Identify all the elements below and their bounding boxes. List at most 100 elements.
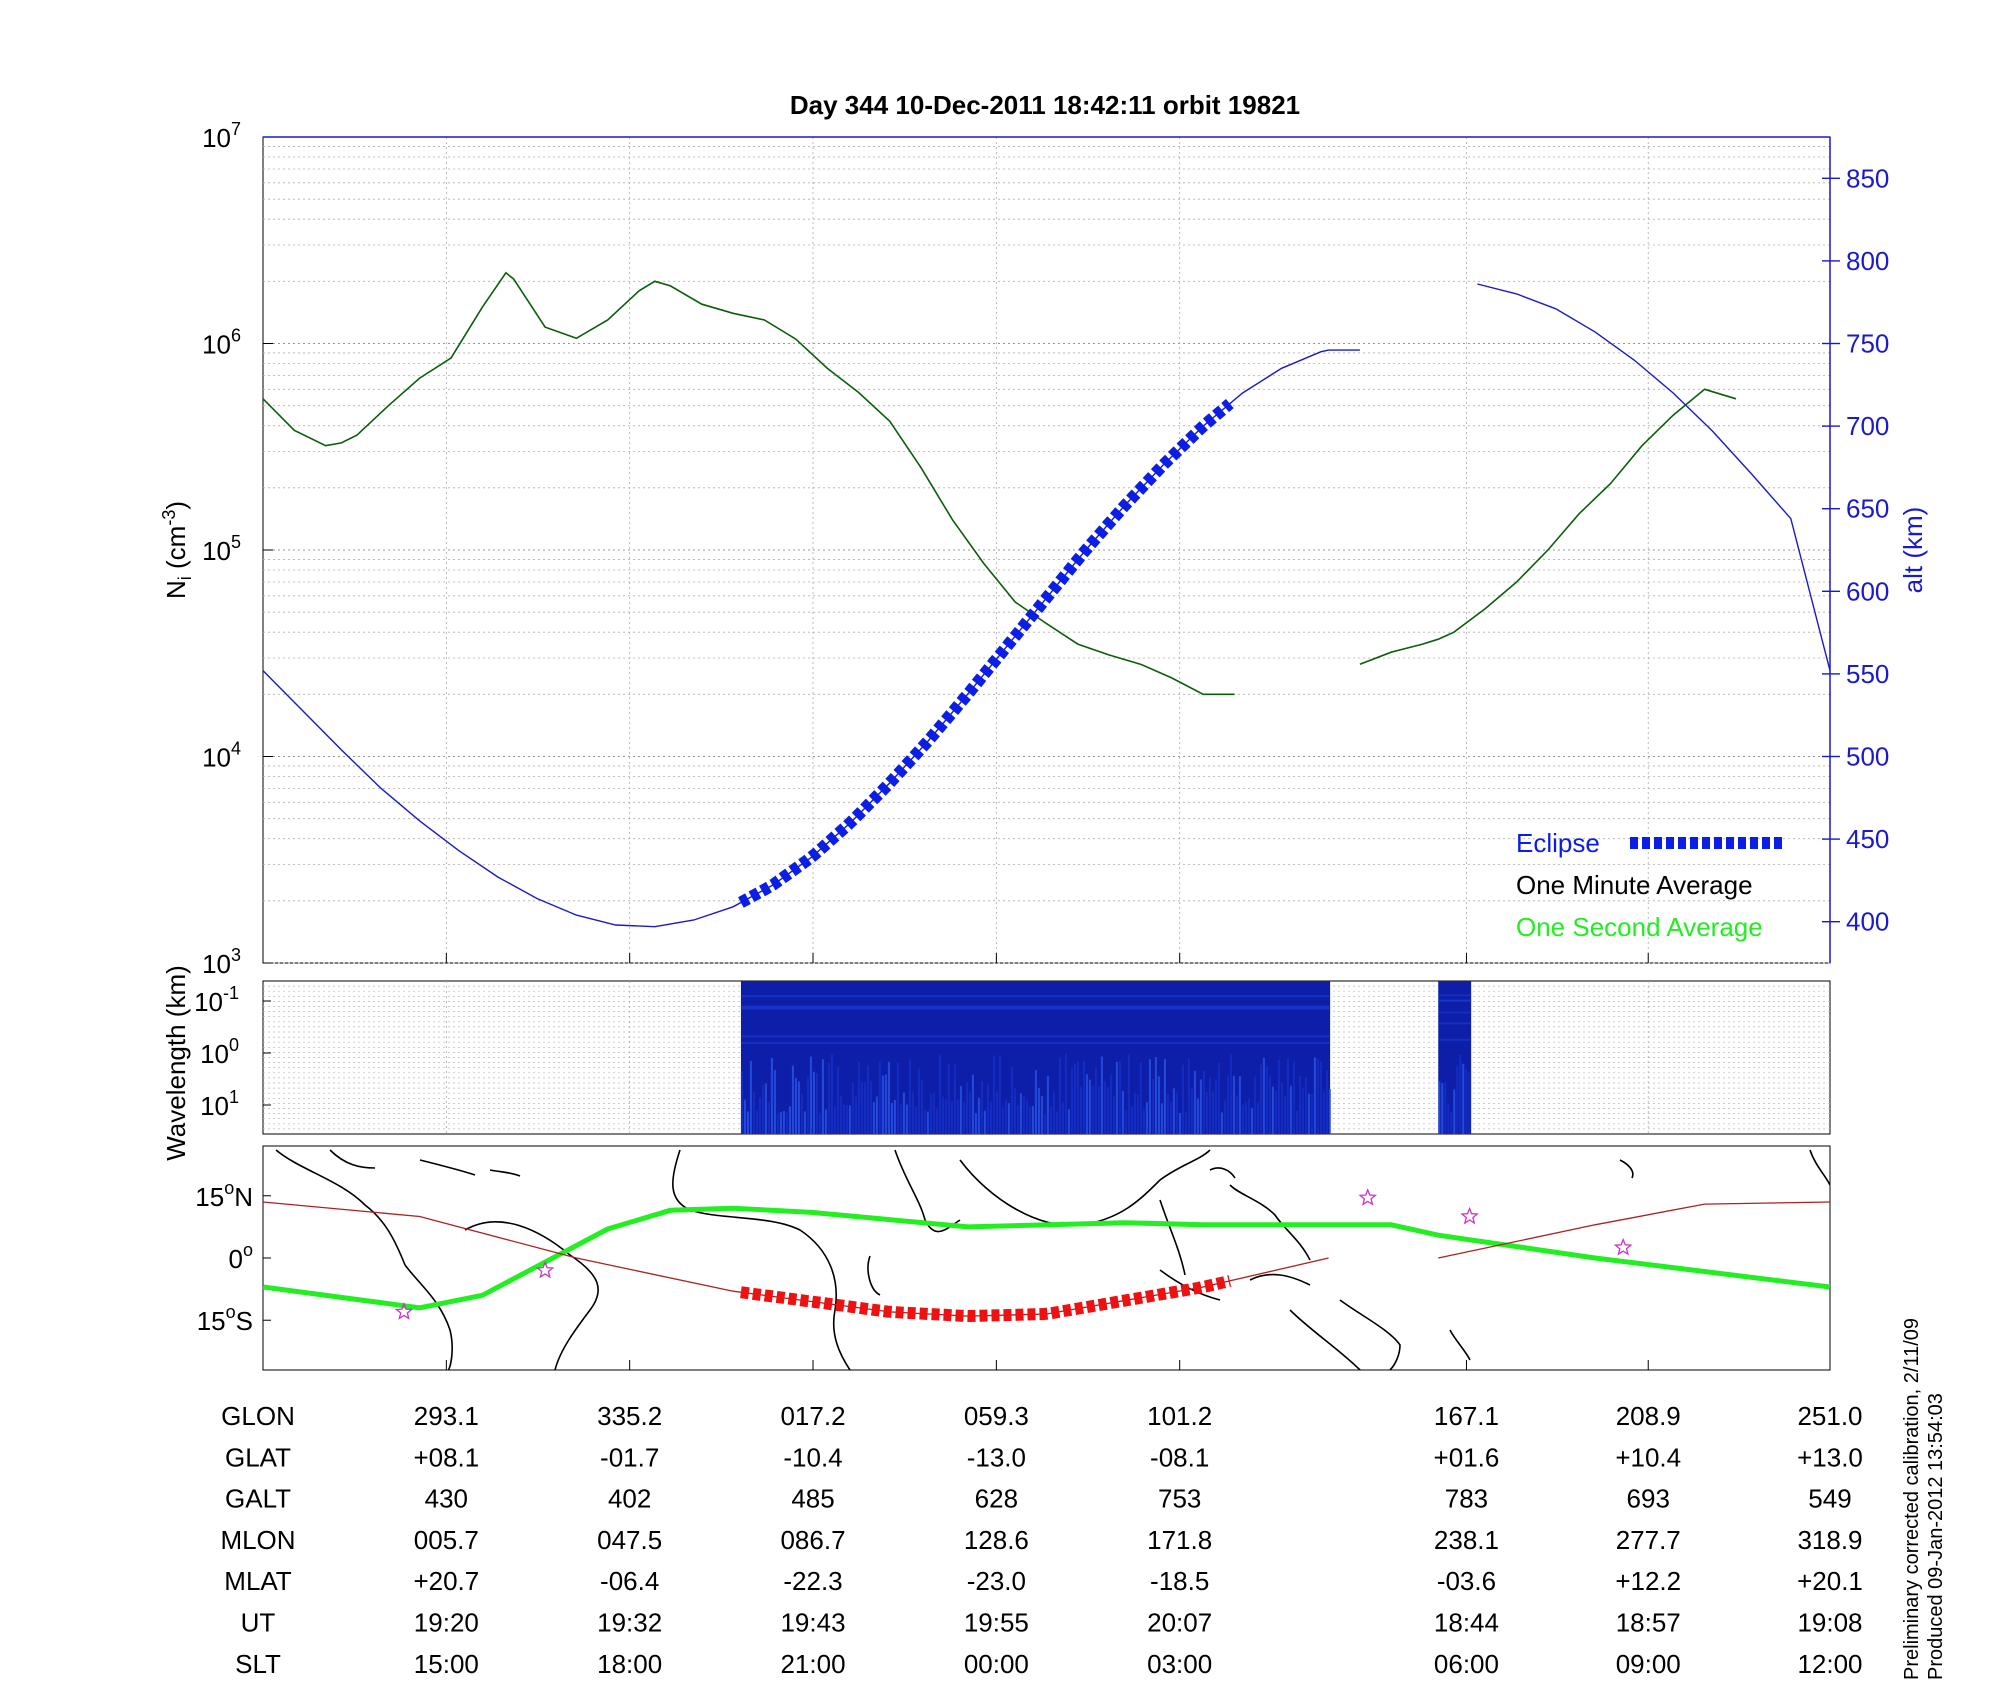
spectrogram-column bbox=[1130, 1106, 1133, 1134]
altitude-tick-label: 400 bbox=[1846, 907, 1889, 937]
spectrogram-column bbox=[1178, 1113, 1181, 1134]
legend: Eclipse One Minute Average One Second Av… bbox=[1516, 828, 1782, 942]
degree-sign: o bbox=[243, 1240, 253, 1260]
lat-tick-label: 15oS bbox=[197, 1302, 253, 1336]
spectrogram-column bbox=[917, 1068, 920, 1134]
spectrogram-column bbox=[1238, 1076, 1241, 1134]
spectrogram-column bbox=[1157, 1076, 1160, 1134]
spectrogram-column bbox=[914, 1106, 917, 1134]
spectrogram-column bbox=[947, 1063, 950, 1134]
spectrogram-column bbox=[1277, 1059, 1280, 1134]
spectrogram-band bbox=[740, 1041, 1331, 1044]
table-cell: 12:00 bbox=[1797, 1649, 1862, 1679]
spectrogram-column bbox=[836, 1067, 839, 1134]
star-marker bbox=[1460, 1206, 1479, 1225]
table-cell: 171.8 bbox=[1147, 1525, 1212, 1555]
table-cell: 549 bbox=[1808, 1484, 1851, 1514]
spectrogram-column bbox=[1280, 1082, 1283, 1134]
spectrogram-column bbox=[1070, 1067, 1073, 1134]
spectrogram-column bbox=[1450, 1112, 1453, 1134]
spectrogram-column bbox=[1325, 1070, 1328, 1134]
spectrogram-column bbox=[956, 1099, 959, 1134]
table-cell: 19:32 bbox=[597, 1608, 662, 1638]
altitude-tick-label: 550 bbox=[1846, 659, 1889, 689]
spectrogram-column bbox=[1181, 1064, 1184, 1134]
tick-base: 10 bbox=[202, 743, 231, 773]
spectrogram-column bbox=[866, 1065, 869, 1134]
table-cell: +10.4 bbox=[1615, 1442, 1681, 1472]
tick-base: 10 bbox=[200, 1091, 229, 1121]
spectrogram-column bbox=[833, 1106, 836, 1134]
spectrogram-column bbox=[1298, 1076, 1301, 1134]
table-cell: 318.9 bbox=[1797, 1525, 1862, 1555]
spectrogram-column bbox=[884, 1074, 887, 1134]
spectrogram-column bbox=[1322, 1091, 1325, 1134]
spectrogram-column bbox=[974, 1113, 977, 1134]
y-tick-label: 107 bbox=[202, 119, 241, 153]
spectrogram-column bbox=[1187, 1058, 1190, 1134]
spectrogram-column bbox=[1094, 1067, 1097, 1134]
spectrogram-column bbox=[848, 1105, 851, 1134]
lat-value: 15 bbox=[197, 1306, 226, 1336]
spectrogram-column bbox=[1208, 1077, 1211, 1134]
spectrogram-column bbox=[980, 1080, 983, 1134]
altitude-tick-label: 450 bbox=[1846, 824, 1889, 854]
legend-second-average: One Second Average bbox=[1516, 912, 1763, 942]
spectrogram-column bbox=[1235, 1095, 1238, 1134]
table-cell: 208.9 bbox=[1616, 1401, 1681, 1431]
wavelength-grid bbox=[263, 981, 1830, 1134]
spectrogram-column bbox=[785, 1112, 788, 1134]
spectrogram-column bbox=[1175, 1092, 1178, 1134]
spectrogram-column bbox=[854, 1096, 857, 1134]
spectrogram-column bbox=[1459, 1054, 1462, 1134]
spectrogram-column bbox=[1106, 1087, 1109, 1134]
altitude-tick-label: 800 bbox=[1846, 246, 1889, 276]
spectrogram-column bbox=[806, 1076, 809, 1134]
spectrogram-column bbox=[1124, 1110, 1127, 1134]
table-cell: 251.0 bbox=[1797, 1401, 1862, 1431]
spectrogram-column bbox=[1058, 1057, 1061, 1134]
degree-sign: o bbox=[226, 1302, 236, 1322]
table-cell: 03:00 bbox=[1147, 1649, 1212, 1679]
spectrogram-column bbox=[1091, 1085, 1094, 1134]
spectrogram-column bbox=[962, 1102, 965, 1134]
table-row-label: UT bbox=[241, 1608, 276, 1638]
spectrogram-column bbox=[1088, 1079, 1091, 1134]
table-cell: 19:43 bbox=[780, 1608, 845, 1638]
spectrogram-column bbox=[749, 1060, 752, 1134]
spectrogram-column bbox=[941, 1096, 944, 1134]
spectrogram-column bbox=[1241, 1104, 1244, 1134]
spectrogram-column bbox=[890, 1103, 893, 1134]
spectrogram-column bbox=[1456, 1066, 1459, 1134]
spectrogram-column bbox=[851, 1082, 854, 1134]
table-cell: 19:20 bbox=[414, 1608, 479, 1638]
spectrogram-column bbox=[1205, 1091, 1208, 1134]
spectrogram-column bbox=[953, 1063, 956, 1134]
spectrogram-column bbox=[1271, 1086, 1274, 1134]
spectrogram-column bbox=[869, 1081, 872, 1134]
table-cell: -08.1 bbox=[1150, 1442, 1209, 1472]
spectrogram-column bbox=[923, 1109, 926, 1134]
spectrogram-column bbox=[1166, 1094, 1169, 1134]
spectrogram-column bbox=[1307, 1093, 1310, 1134]
magnetic-equator-line bbox=[263, 1205, 1830, 1311]
spectrogram-column bbox=[896, 1062, 899, 1134]
table-cell: 20:07 bbox=[1147, 1608, 1212, 1638]
star-marker bbox=[1613, 1237, 1633, 1256]
spectrogram-column bbox=[989, 1101, 992, 1134]
y-tick-label: 104 bbox=[202, 739, 241, 773]
spectrogram-column bbox=[812, 1071, 815, 1134]
spectrogram-band bbox=[1438, 1011, 1472, 1014]
spectrogram-column bbox=[830, 1054, 833, 1134]
spectrogram-column bbox=[1109, 1075, 1112, 1134]
spectrogram-column bbox=[899, 1104, 902, 1134]
spectrogram-column bbox=[929, 1093, 932, 1134]
spectrogram-column bbox=[1265, 1066, 1268, 1134]
spectrogram-column bbox=[1295, 1110, 1298, 1134]
spectrogram-column bbox=[1465, 1069, 1468, 1134]
